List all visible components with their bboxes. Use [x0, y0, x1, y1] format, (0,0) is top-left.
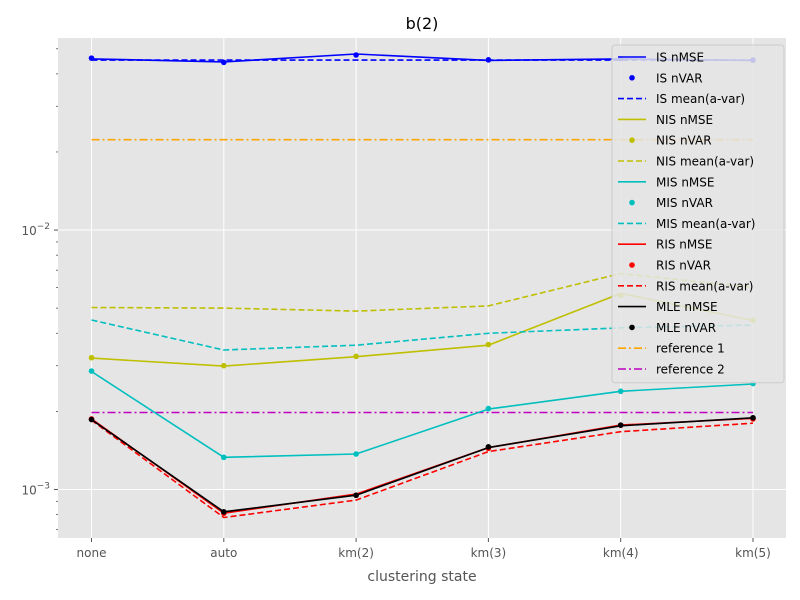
- legend-frame: [611, 44, 785, 384]
- point-mis-nvar: [221, 454, 227, 461]
- legend-marker-mis-nvar: [629, 199, 635, 206]
- point-is-nvar: [221, 59, 227, 66]
- legend-label: NIS nVAR: [656, 134, 712, 148]
- legend-label: MIS nVAR: [656, 196, 713, 210]
- point-mle-nvar: [750, 414, 756, 421]
- point-mle-nvar: [353, 492, 359, 499]
- point-mis-nvar: [353, 451, 359, 457]
- point-nis-nvar: [353, 353, 359, 360]
- x-tick-label: km(2): [338, 546, 374, 560]
- x-tick-label: km(3): [471, 546, 507, 560]
- point-mis-nvar: [617, 388, 624, 395]
- series-line-mle-nmse: [91, 417, 754, 513]
- x-tick-label: none: [77, 546, 107, 560]
- legend-marker-mle-nvar: [629, 324, 635, 331]
- point-nis-nvar: [88, 354, 95, 361]
- legend-label: reference 2: [656, 363, 725, 377]
- point-mis-nvar: [485, 405, 492, 412]
- legend-label: reference 1: [656, 342, 725, 356]
- legend-label: MIS nMSE: [656, 175, 714, 189]
- legend-label: IS mean(a-var): [656, 92, 745, 106]
- point-mle-nvar: [88, 416, 95, 423]
- y-tick-label: 10−2: [21, 222, 50, 238]
- x-tick-label: km(4): [603, 546, 639, 560]
- legend-label: RIS mean(a-var): [656, 279, 753, 293]
- legend-label: NIS mean(a-var): [656, 155, 754, 169]
- point-mle-nvar: [617, 422, 624, 428]
- series-line-mis-nmse: [91, 370, 754, 459]
- series-line-ris-mean-a-var: [91, 419, 754, 519]
- series-line-nis-mean-a-var: [91, 272, 754, 312]
- chart-title: b(2): [406, 14, 439, 33]
- x-tick-label: km(5): [735, 546, 771, 560]
- point-is-nvar: [353, 52, 359, 58]
- legend-marker-ris-nvar: [629, 262, 635, 268]
- x-tick-label: auto: [210, 546, 237, 560]
- legend-marker-is-nvar: [629, 75, 635, 81]
- point-nis-nvar: [221, 362, 227, 369]
- point-mis-nvar: [88, 368, 95, 374]
- point-mle-nvar: [485, 444, 492, 450]
- legend-label: MIS mean(a-var): [656, 217, 755, 231]
- legend-label: MLE nVAR: [656, 321, 716, 335]
- legend-label: NIS nMSE: [656, 113, 713, 127]
- legend: IS nMSE IS nVAR IS mean(a-var) NIS nMSE NIS …: [611, 44, 785, 384]
- legend-label: IS nVAR: [656, 71, 703, 85]
- y-tick-label: 10−3: [21, 481, 50, 497]
- legend-label: IS nMSE: [656, 51, 704, 65]
- series-line-mis-mean-a-var: [91, 319, 754, 351]
- legend-label: RIS nMSE: [656, 238, 712, 252]
- legend-marker-nis-nvar: [629, 137, 635, 143]
- point-mle-nvar: [221, 509, 227, 515]
- ticks: none auto km(2) km(3) km(4) km(5) 10−3 10−2: [21, 48, 771, 560]
- legend-label: RIS nVAR: [656, 259, 711, 273]
- point-nis-nvar: [485, 341, 492, 348]
- x-axis-label: clustering state: [367, 569, 476, 585]
- legend-label: MLE nMSE: [656, 300, 718, 314]
